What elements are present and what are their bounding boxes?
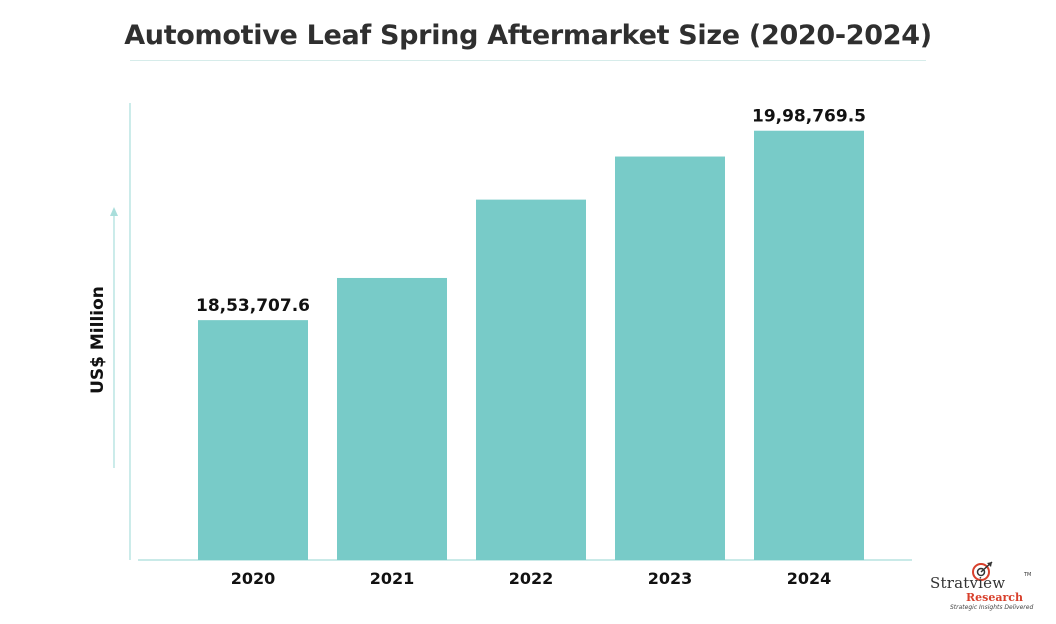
bar-2023: [615, 156, 725, 560]
logo-name-main: Stratview: [930, 574, 1006, 592]
title-divider: [130, 60, 926, 61]
bar-2022: [476, 199, 586, 560]
x-tick-label-2023: 2023: [648, 569, 693, 588]
stratview-logo: Stratview TM Research Strategic Insights…: [920, 560, 1040, 616]
x-tick-label-2022: 2022: [509, 569, 554, 588]
target-icon: [972, 561, 993, 581]
logo-name-sub: Research: [966, 591, 1023, 604]
data-label-2024: 19,98,769.5: [752, 107, 866, 127]
y-axis-arrow-icon: [110, 207, 118, 216]
x-tick-label-2021: 2021: [370, 569, 415, 588]
bar-2021: [337, 277, 447, 560]
bar-2024: [754, 130, 864, 561]
y-axis-label: US$ Million: [88, 286, 108, 394]
chart-title: Automotive Leaf Spring Aftermarket Size …: [124, 20, 932, 51]
logo-trademark: TM: [1024, 572, 1032, 578]
data-label-2020: 18,53,707.6: [196, 296, 310, 316]
bar-2020: [198, 320, 308, 560]
x-tick-label-2024: 2024: [787, 569, 832, 588]
x-tick-label-2020: 2020: [231, 569, 276, 588]
logo-tagline: Strategic Insights Delivered: [950, 604, 1034, 611]
